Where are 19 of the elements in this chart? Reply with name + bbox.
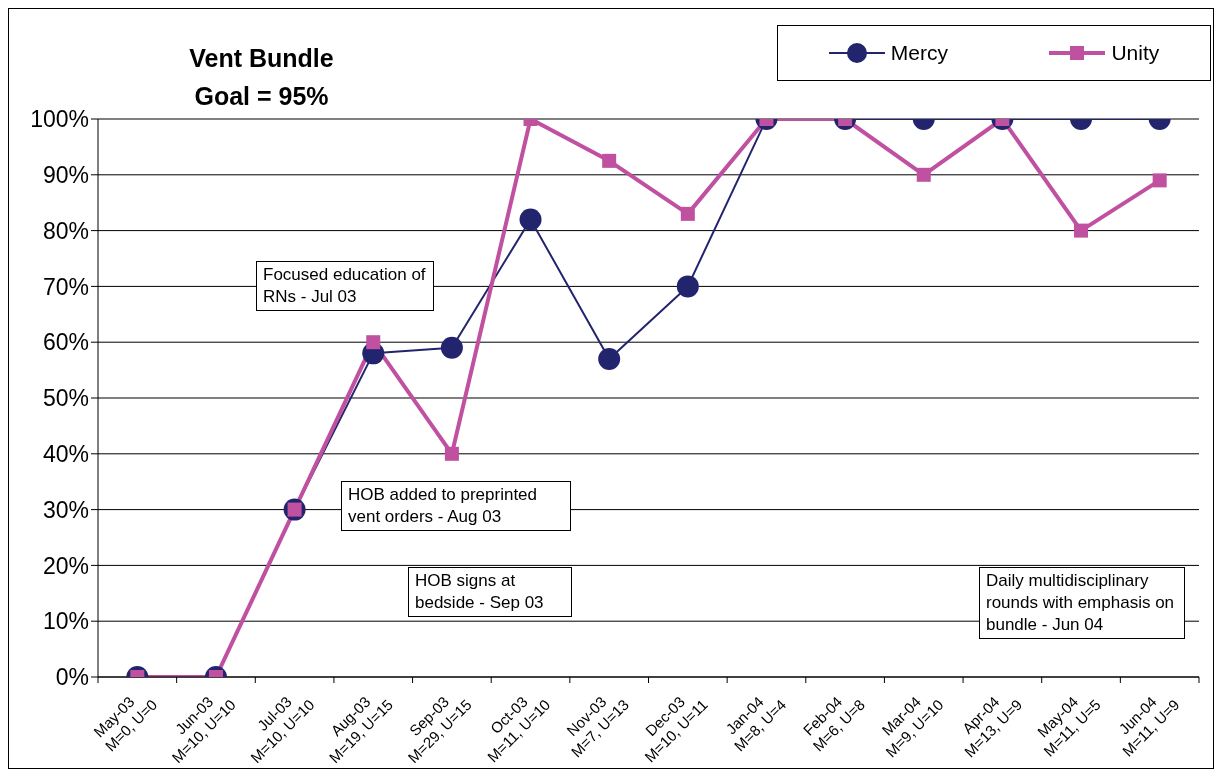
y-tick-label: 100%	[30, 106, 89, 133]
y-tick-label: 20%	[42, 552, 89, 579]
y-tick-label: 60%	[42, 329, 89, 356]
chart-subtitle: Goal = 95%	[193, 81, 330, 112]
y-tick-label: 50%	[42, 385, 89, 412]
y-tick-label: 0%	[55, 664, 89, 691]
annotation: Daily multidisciplinary rounds with emphasis on bundle - Jun 04	[979, 567, 1185, 639]
y-tick-label: 90%	[42, 161, 89, 188]
y-tick-label: 30%	[42, 496, 89, 523]
annotation: Focused education of RNs - Jul 03	[256, 261, 434, 311]
y-tick-label: 80%	[42, 217, 89, 244]
chart-title: Vent Bundle	[188, 43, 335, 74]
y-tick-label: 10%	[42, 608, 89, 635]
y-tick-label: 40%	[42, 440, 89, 467]
legend-label: Mercy	[890, 41, 948, 65]
annotation: HOB signs at bedside - Sep 03	[408, 567, 572, 617]
annotation: HOB added to preprinted vent orders - Aug 03	[341, 481, 571, 531]
legend-label: Unity	[1111, 41, 1160, 65]
y-tick-label: 70%	[42, 273, 89, 300]
